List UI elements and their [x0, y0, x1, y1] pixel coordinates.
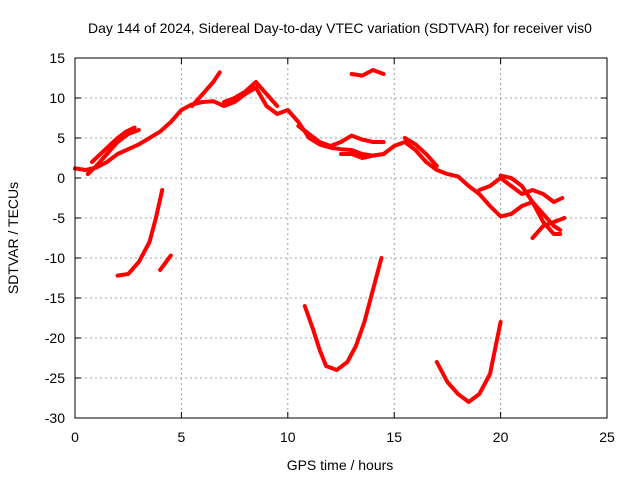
x-tick-label: 15 [386, 429, 402, 445]
series-trace-16 [434, 320, 503, 404]
y-tick-label: 10 [49, 90, 65, 106]
y-tick-label: -30 [45, 410, 65, 426]
x-tick-label: 25 [599, 429, 615, 445]
series-trace-1 [73, 85, 563, 232]
series-trace-6 [296, 124, 386, 148]
series-trace-5 [222, 80, 280, 108]
plot-frame [74, 57, 608, 419]
x-tick-label: 10 [280, 429, 296, 445]
series-trace-9 [402, 136, 439, 168]
y-tick-label: 0 [57, 170, 65, 186]
y-tick-label: -10 [45, 250, 65, 266]
series-trace-10 [477, 176, 565, 204]
y-tick-label: -15 [45, 290, 65, 306]
series-trace-8 [349, 68, 386, 78]
x-axis-label: GPS time / hours [287, 457, 394, 473]
series-trace-7 [339, 152, 386, 160]
x-tick-label: 20 [493, 429, 509, 445]
series-trace-12 [530, 216, 567, 240]
y-tick-label: -20 [45, 330, 65, 346]
series-trace-11 [498, 173, 563, 236]
series-trace-15 [302, 256, 384, 372]
data-series [73, 68, 567, 404]
grid [75, 58, 607, 418]
series-trace-3 [90, 125, 137, 164]
series-trace-2 [85, 128, 141, 176]
x-tick-label: 0 [71, 429, 79, 445]
axis-ticks: 0 5 10 15 20 25 -30 -25 -20 -15 -10 -5 0 5 10 15 [45, 50, 615, 445]
y-tick-label: -5 [53, 210, 66, 226]
y-axis-label: SDTVAR / TECUs [5, 182, 21, 294]
y-tick-label: 5 [57, 130, 65, 146]
series-trace-4 [190, 70, 222, 108]
y-tick-label: 15 [49, 50, 65, 66]
series-trace-14 [158, 253, 173, 272]
chart-title: Day 144 of 2024, Sidereal Day-to-day VTE… [88, 20, 592, 36]
series-trace-13 [115, 188, 165, 278]
y-tick-label: -25 [45, 370, 65, 386]
x-tick-label: 5 [178, 429, 186, 445]
